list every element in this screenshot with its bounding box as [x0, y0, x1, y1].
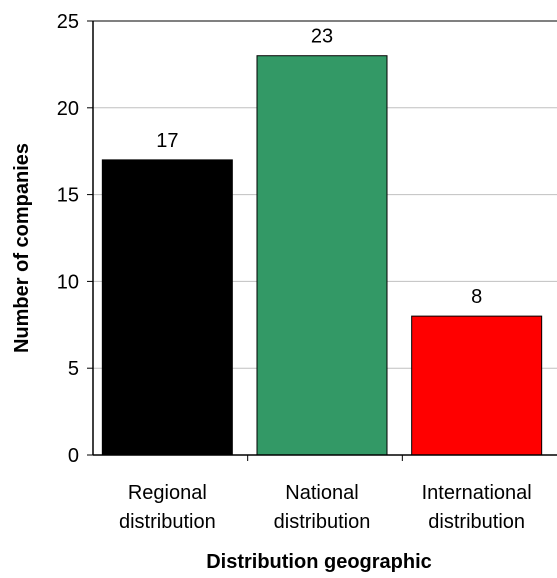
- y-tick-label: 5: [68, 358, 79, 380]
- x-axis-title: Distribution geographic: [206, 551, 432, 573]
- y-tick-label: 0: [68, 445, 79, 467]
- bar: [411, 315, 543, 456]
- data-label: 23: [311, 26, 333, 48]
- x-category-label: distribution: [428, 511, 525, 533]
- data-label: 8: [471, 286, 482, 308]
- y-tick-label: 25: [57, 11, 79, 33]
- x-category-label: distribution: [274, 511, 371, 533]
- x-category-label: distribution: [119, 511, 216, 533]
- y-tick-label: 20: [57, 98, 79, 120]
- bars: [101, 55, 543, 456]
- axes: [87, 20, 557, 461]
- labels: 0 5 10 15 20 25 17 Regional distribution 23 Nation…: [57, 11, 532, 533]
- x-category-label: International: [422, 482, 532, 504]
- y-tick-label: 10: [57, 271, 79, 293]
- x-category-label: Regional: [128, 482, 207, 504]
- y-tick-label: 15: [57, 185, 79, 207]
- bar: [256, 55, 388, 456]
- y-axis-title: Number of companies: [11, 143, 33, 353]
- bar: [101, 159, 233, 456]
- data-label: 17: [156, 130, 178, 152]
- x-category-label: National: [285, 482, 358, 504]
